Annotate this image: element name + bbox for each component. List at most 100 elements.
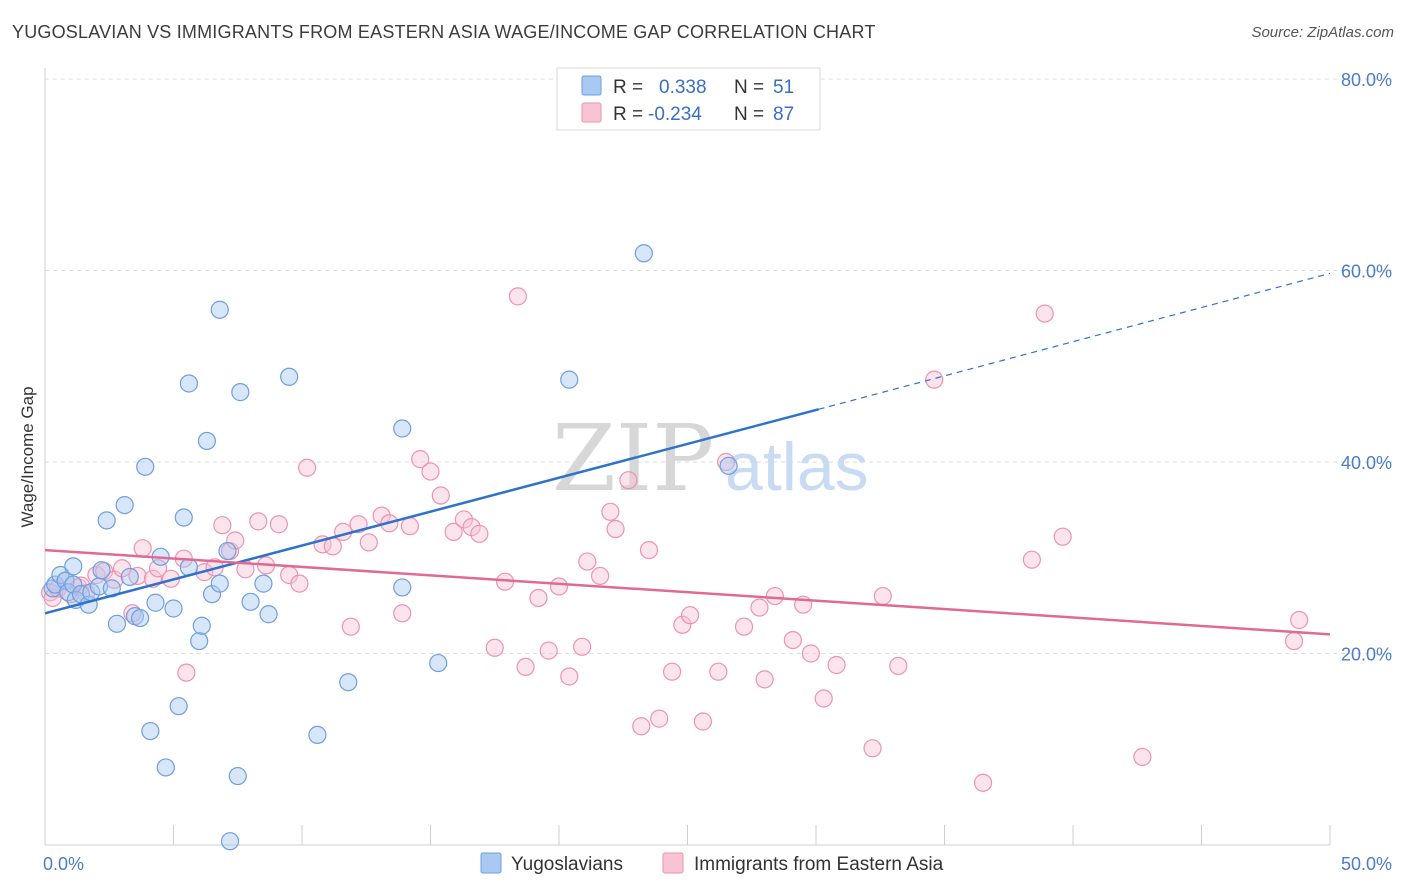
source-credit: Source: ZipAtlas.com: [1251, 24, 1394, 41]
point-yugoslavians: [51, 565, 70, 585]
point-yugoslavians: [64, 557, 83, 576]
point-eastern-asia: [734, 617, 754, 636]
tick-labels: 20.0% 40.0% 60.0% 80.0% 0.0% 50.0%: [43, 70, 1392, 874]
x-tick-label: 0.0%: [43, 854, 84, 874]
point-eastern-asia: [431, 486, 450, 505]
point-eastern-asia: [1284, 631, 1304, 651]
point-eastern-asia: [709, 662, 728, 681]
stats-r-value: -0.234: [648, 104, 702, 125]
point-eastern-asia: [411, 450, 430, 469]
point-yugoslavians: [92, 561, 111, 580]
point-yugoslavians: [192, 616, 211, 635]
point-eastern-asia: [632, 717, 651, 736]
legend-swatch-yugoslavians: [480, 852, 502, 874]
point-yugoslavians: [220, 832, 240, 851]
grid-lines: [45, 78, 1392, 654]
point-eastern-asia: [606, 519, 625, 539]
point-yugoslavians: [130, 608, 150, 628]
point-eastern-asia: [341, 617, 360, 636]
stats-r-label: R =: [613, 104, 643, 125]
point-yugoslavians: [308, 725, 327, 744]
point-yugoslavians: [97, 511, 116, 530]
point-eastern-asia: [444, 522, 463, 541]
point-eastern-asia: [889, 656, 908, 676]
point-eastern-asia: [601, 502, 620, 521]
point-eastern-asia: [925, 370, 944, 389]
point-yugoslavians: [719, 456, 738, 475]
stats-n-value: 51: [773, 77, 794, 98]
point-yugoslavians: [228, 766, 247, 786]
point-yugoslavians: [634, 244, 653, 263]
stats-n-label: N =: [734, 77, 764, 98]
point-yugoslavians: [393, 578, 412, 597]
point-yugoslavians: [231, 383, 250, 402]
point-eastern-asia: [578, 552, 597, 571]
point-eastern-asia: [1035, 304, 1054, 323]
point-yugoslavians: [141, 721, 160, 741]
point-eastern-asia: [673, 615, 692, 634]
trend-lines: [44, 272, 1331, 636]
point-yugoslavians: [259, 605, 278, 624]
y-tick-label: 80.0%: [1341, 70, 1392, 90]
point-eastern-asia: [298, 458, 317, 477]
point-yugoslavians: [560, 370, 579, 389]
point-eastern-asia: [454, 510, 474, 529]
point-eastern-asia: [213, 516, 232, 535]
point-eastern-asia: [269, 515, 288, 534]
point-eastern-asia: [801, 644, 820, 663]
legend-label-yugoslavians: Yugoslavians: [511, 854, 623, 875]
y-tick-label: 60.0%: [1341, 262, 1392, 282]
chart-title: YUGOSLAVIAN VS IMMIGRANTS FROM EASTERN A…: [12, 22, 876, 42]
y-tick-label: 20.0%: [1341, 645, 1392, 665]
point-eastern-asia: [814, 689, 833, 708]
point-yugoslavians: [120, 567, 139, 587]
point-yugoslavians: [429, 653, 448, 673]
point-eastern-asia: [650, 709, 669, 728]
point-yugoslavians: [174, 508, 193, 527]
point-eastern-asia: [393, 604, 412, 623]
point-eastern-asia: [508, 287, 527, 306]
point-eastern-asia: [639, 540, 659, 560]
point-yugoslavians: [190, 631, 209, 651]
trend-line-yugoslavians: [44, 408, 819, 615]
point-yugoslavians: [115, 495, 134, 515]
point-yugoslavians: [169, 697, 188, 716]
watermark: ZIP atlas: [552, 405, 869, 512]
x-tick-label: 50.0%: [1341, 854, 1392, 874]
point-eastern-asia: [516, 657, 535, 677]
point-yugoslavians: [164, 599, 183, 618]
point-eastern-asia: [560, 667, 579, 686]
point-eastern-asia: [177, 663, 196, 682]
point-yugoslavians: [254, 574, 273, 593]
point-eastern-asia: [662, 662, 682, 681]
stats-box: R = 0.338 N = 51 R = -0.234 N = 87: [556, 67, 821, 131]
point-eastern-asia: [549, 577, 569, 596]
watermark-atlas: atlas: [725, 429, 869, 505]
point-yugoslavians: [393, 419, 412, 438]
point-eastern-asia: [1022, 550, 1041, 569]
point-eastern-asia: [290, 574, 309, 593]
legend-label-eastern-asia: Immigrants from Eastern Asia: [694, 854, 944, 875]
stats-n-label: N =: [734, 104, 764, 125]
point-eastern-asia: [680, 606, 700, 625]
point-eastern-asia: [421, 462, 440, 481]
point-yugoslavians: [210, 300, 229, 319]
axes: [44, 68, 1331, 846]
y-tick-label: 40.0%: [1341, 453, 1392, 473]
point-eastern-asia: [827, 655, 846, 675]
point-eastern-asia: [1290, 610, 1309, 630]
point-eastern-asia: [133, 539, 152, 558]
point-eastern-asia: [863, 739, 882, 758]
point-yugoslavians: [210, 574, 229, 593]
point-yugoslavians: [280, 367, 299, 386]
point-eastern-asia: [1053, 527, 1072, 546]
point-yugoslavians: [146, 593, 165, 612]
stats-n-value: 87: [773, 104, 794, 125]
point-eastern-asia: [873, 586, 892, 606]
point-yugoslavians: [241, 592, 260, 611]
point-yugoslavians: [197, 431, 217, 451]
stats-swatch-yugoslavians: [581, 75, 602, 96]
trend-line-eastern-asia: [44, 548, 1331, 636]
point-eastern-asia: [539, 641, 558, 660]
legend: Yugoslavians Immigrants from Eastern Asi…: [480, 852, 944, 875]
